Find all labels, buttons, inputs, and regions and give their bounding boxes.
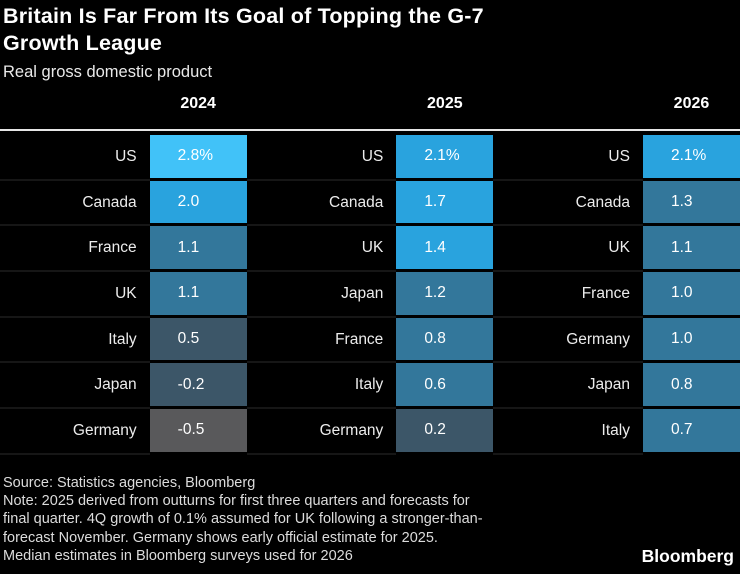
table-row: Canada 1.7 <box>246 180 494 227</box>
value-cell: 2.0 <box>149 180 247 224</box>
value-cell: 0.6 <box>396 363 494 407</box>
value-cell: 1.4 <box>396 226 494 270</box>
table-row: US 2.1% <box>493 135 740 181</box>
value-cell: 2.1% <box>396 135 494 178</box>
year-header-2026: 2026 <box>673 95 710 112</box>
table-row: Germany -0.5 <box>0 409 247 455</box>
table-row: France 0.8 <box>246 317 494 364</box>
chart-title-line-2: Growth League <box>3 31 163 55</box>
value-cell: 0.7 <box>642 409 740 452</box>
table-row: Japan -0.2 <box>0 363 247 410</box>
year-header-2024: 2024 <box>180 95 216 112</box>
country-label: Italy <box>0 318 150 364</box>
value-cell: 1.1 <box>149 272 247 315</box>
note-line: forecast November. Germany shows early o… <box>3 529 438 546</box>
country-label: Germany <box>0 409 150 455</box>
column-2024: US 2.8% Canada 2.0 France 1.1 UK 1.1 Ita… <box>0 135 247 455</box>
country-label: UK <box>246 226 397 273</box>
value-cell: -0.5 <box>149 409 247 452</box>
country-label: US <box>0 135 150 181</box>
chart-subtitle: Real gross domestic product <box>3 63 213 81</box>
value-cell: 2.1% <box>642 135 740 178</box>
country-label: UK <box>0 272 150 318</box>
table-row: Italy 0.7 <box>493 409 740 455</box>
table-row: France 1.1 <box>0 226 247 273</box>
table-row: Italy 0.6 <box>246 363 494 410</box>
country-label: UK <box>493 226 643 273</box>
country-label: France <box>493 272 643 318</box>
country-label: Canada <box>493 181 643 227</box>
country-label: Japan <box>0 363 150 410</box>
value-cell: 0.8 <box>642 363 740 407</box>
header-divider-rule <box>0 129 740 131</box>
value-cell: 1.0 <box>642 272 740 315</box>
value-cell: 1.1 <box>642 226 740 270</box>
value-cell: 1.7 <box>396 180 494 224</box>
table-row: Germany 1.0 <box>493 317 740 364</box>
source-note: Source: Statistics agencies, Bloomberg N… <box>3 474 643 565</box>
table-row: UK 1.1 <box>493 226 740 273</box>
country-label: Japan <box>246 272 397 318</box>
country-label: France <box>246 318 397 364</box>
value-cell: 0.2 <box>396 409 494 452</box>
table-row: Japan 0.8 <box>493 363 740 410</box>
source-line: Source: Statistics agencies, Bloomberg <box>3 475 256 491</box>
table-row: Canada 2.0 <box>0 180 247 227</box>
table-row: Germany 0.2 <box>246 409 494 455</box>
column-2026: US 2.1% Canada 1.3 UK 1.1 France 1.0 Ger… <box>493 135 740 455</box>
table-row: UK 1.4 <box>246 226 494 273</box>
table-row: US 2.1% <box>246 135 494 181</box>
value-cell: -0.2 <box>149 363 247 407</box>
year-header-2025: 2025 <box>427 95 463 112</box>
table-row: Canada 1.3 <box>493 180 740 227</box>
value-cell: 0.8 <box>396 317 494 361</box>
table-row: Japan 1.2 <box>246 272 494 318</box>
gdp-heatmap-table: US 2.8% Canada 2.0 France 1.1 UK 1.1 Ita… <box>0 135 740 455</box>
note-line: Note: 2025 derived from outturns for fir… <box>3 493 470 510</box>
table-row: UK 1.1 <box>0 272 247 318</box>
country-label: Germany <box>246 409 397 455</box>
country-label: Germany <box>493 318 643 364</box>
country-label: US <box>246 135 397 181</box>
country-label: Italy <box>246 363 397 410</box>
country-label: Canada <box>0 181 150 227</box>
note-line: Median estimates in Bloomberg surveys us… <box>3 547 353 564</box>
column-2025: US 2.1% Canada 1.7 UK 1.4 Japan 1.2 Fran… <box>246 135 494 455</box>
value-cell: 1.0 <box>642 317 740 361</box>
table-row: US 2.8% <box>0 135 247 181</box>
bloomberg-logo: Bloomberg <box>641 546 734 566</box>
note-line: final quarter. 4Q growth of 0.1% assumed… <box>3 511 483 528</box>
country-label: Canada <box>246 181 397 227</box>
chart-title-line-1: Britain Is Far From Its Goal of Topping … <box>3 4 484 28</box>
country-label: US <box>493 135 643 181</box>
value-cell: 2.8% <box>149 135 247 178</box>
year-header-row: 2024 2025 2026 <box>0 94 740 114</box>
country-label: Italy <box>493 409 643 455</box>
value-cell: 1.3 <box>642 180 740 224</box>
value-cell: 1.1 <box>149 226 247 270</box>
country-label: France <box>0 226 150 273</box>
table-row: France 1.0 <box>493 272 740 318</box>
value-cell: 1.2 <box>396 272 494 315</box>
country-label: Japan <box>493 363 643 410</box>
value-cell: 0.5 <box>149 317 247 361</box>
chart-header: Britain Is Far From Its Goal of Topping … <box>3 3 733 82</box>
table-row: Italy 0.5 <box>0 317 247 364</box>
